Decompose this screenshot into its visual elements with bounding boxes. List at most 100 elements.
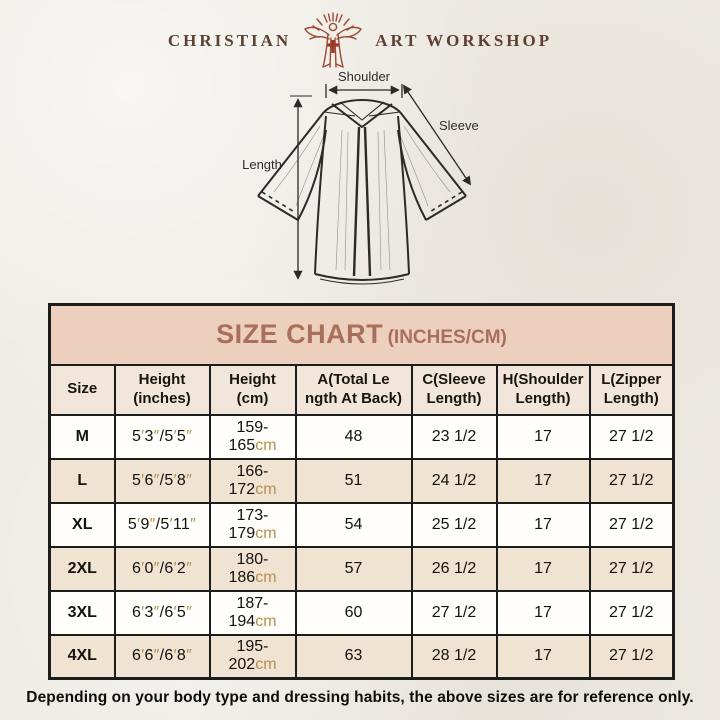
prime-mark: ″ [153, 603, 160, 621]
cross-icon [327, 40, 339, 53]
column-header-4: C(Sleeve Length) [410, 363, 498, 416]
total-length-cell: 60 [294, 589, 413, 636]
brand-word-right: ART WORKSHOP [375, 31, 553, 50]
total-length-cell: 63 [294, 633, 413, 680]
prime-mark: ′ [141, 647, 145, 665]
prime-mark: ′ [169, 515, 173, 533]
reference-note: Depending on your body type and dressing… [26, 689, 694, 706]
prime-mark: ″ [186, 647, 193, 665]
sleeve-length-cell: 26 1/2 [410, 545, 498, 592]
size-cell: 4XL [48, 633, 116, 680]
prime-mark: ′ [173, 427, 177, 445]
column-header-1: Height (inches) [113, 363, 211, 416]
shoulder-length-cell: 17 [495, 501, 591, 548]
robe-fold-lines [273, 125, 451, 271]
prime-mark: ′ [173, 471, 177, 489]
height-in-cell: 5′9″/5′11″ [113, 501, 211, 548]
height-cm-cell: 195-202cm [208, 633, 297, 680]
cm-unit: cm [255, 656, 277, 674]
prime-mark: ′ [141, 559, 145, 577]
total-length-cell: 48 [294, 413, 413, 460]
size-row-M: M 5′3″/5′5″ 159-165cm 48 23 1/2 17 27 1/2 [48, 413, 675, 460]
shoulder-length-cell: 17 [495, 633, 591, 680]
sleeve-length-cell: 23 1/2 [410, 413, 498, 460]
size-chart-title-cell: SIZE CHART (INCHES/CM) [48, 303, 675, 366]
cm-unit: cm [255, 480, 277, 498]
prime-mark: ″ [153, 427, 160, 445]
size-row-XL: XL 5′9″/5′11″ 173-179cm 54 25 1/2 17 27 1/2 [48, 501, 675, 548]
total-length-cell: 54 [294, 501, 413, 548]
prime-mark: ″ [190, 515, 197, 533]
cm-unit: cm [255, 524, 277, 542]
height-in-cell: 5′3″/5′5″ [113, 413, 211, 460]
shoulder-length-cell: 17 [495, 589, 591, 636]
column-header-2: Height (cm) [208, 363, 297, 416]
size-cell: M [48, 413, 116, 460]
zipper-length-cell: 27 1/2 [588, 589, 675, 636]
size-chart-table-container: SIZE CHART (INCHES/CM) Size Height (inches… [48, 303, 676, 680]
prime-mark: ′ [173, 603, 177, 621]
zipper-length-cell: 27 1/2 [588, 501, 675, 548]
size-cell: 2XL [48, 545, 116, 592]
robe-measurement-diagram: Shoulder Sleeve Length [220, 68, 500, 300]
column-header-5: H(Shoulder Length) [495, 363, 591, 416]
cm-unit: cm [255, 568, 277, 586]
prime-mark: ′ [141, 471, 145, 489]
prime-mark: ′ [141, 427, 145, 445]
size-row-L: L 5′6″/5′8″ 166-172cm 51 24 1/2 17 27 1/2 [48, 457, 675, 504]
length-dim-label: Length [242, 157, 282, 172]
column-header-3: A(Total Le ngth At Back) [294, 363, 413, 416]
prime-mark: ″ [153, 471, 160, 489]
zipper-length-cell: 27 1/2 [588, 457, 675, 504]
robe-outline [257, 99, 467, 285]
sleeve-dim-label: Sleeve [439, 118, 479, 133]
size-row-4XL: 4XL 6′6″/6′8″ 195-202cm 63 28 1/2 17 27 1/2 [48, 633, 675, 680]
size-table-header-row: Size Height (inches) Height (cm) A(Total Le ng… [48, 363, 675, 416]
total-length-cell: 57 [294, 545, 413, 592]
height-cm-cell: 187-194cm [208, 589, 297, 636]
shoulder-length-cell: 17 [495, 457, 591, 504]
height-in-cell: 6′0″/6′2″ [113, 545, 211, 592]
size-chart-table: SIZE CHART (INCHES/CM) Size Height (inches… [48, 303, 676, 680]
size-cell: XL [48, 501, 116, 548]
dimension-lines [290, 84, 472, 280]
brand-logo: CHRISTIAN [0, 12, 720, 70]
sleeve-length-cell: 28 1/2 [410, 633, 498, 680]
column-header-6: L(Zipper Length) [588, 363, 675, 416]
prime-mark: ′ [141, 603, 145, 621]
shoulder-dim-label: Shoulder [338, 69, 391, 84]
column-header-0: Size [48, 363, 116, 416]
prime-mark: ″ [149, 515, 156, 533]
prime-mark: ″ [153, 559, 160, 577]
total-length-cell: 51 [294, 457, 413, 504]
prime-mark: ″ [186, 603, 193, 621]
height-cm-cell: 173-179cm [208, 501, 297, 548]
prime-mark: ′ [173, 559, 177, 577]
cm-unit: cm [255, 612, 277, 630]
zipper-length-cell: 27 1/2 [588, 413, 675, 460]
height-in-cell: 6′3″/6′5″ [113, 589, 211, 636]
size-cell: L [48, 457, 116, 504]
size-chart-title-row: SIZE CHART (INCHES/CM) [48, 303, 675, 366]
prime-mark: ″ [186, 427, 193, 445]
brand-word-left: CHRISTIAN [167, 31, 292, 50]
height-cm-cell: 159-165cm [208, 413, 297, 460]
height-in-cell: 5′6″/5′8″ [113, 457, 211, 504]
prime-mark: ′ [137, 515, 141, 533]
shoulder-length-cell: 17 [495, 545, 591, 592]
prime-mark: ″ [186, 559, 193, 577]
height-cm-cell: 166-172cm [208, 457, 297, 504]
jesus-rays-emblem-icon [304, 12, 363, 68]
shoulder-length-cell: 17 [495, 413, 591, 460]
height-cm-cell: 180-186cm [208, 545, 297, 592]
height-in-cell: 6′6″/6′8″ [113, 633, 211, 680]
size-row-2XL: 2XL 6′0″/6′2″ 180-186cm 57 26 1/2 17 27 1/2 [48, 545, 675, 592]
size-chart-units-label: (INCHES/CM) [387, 327, 507, 349]
size-chart-title: SIZE CHART [216, 319, 384, 350]
cuff-stitch-lines [261, 191, 463, 214]
zipper-length-cell: 27 1/2 [588, 545, 675, 592]
size-cell: 3XL [48, 589, 116, 636]
prime-mark: ″ [186, 471, 193, 489]
size-row-3XL: 3XL 6′3″/6′5″ 187-194cm 60 27 1/2 17 27 1/2 [48, 589, 675, 636]
